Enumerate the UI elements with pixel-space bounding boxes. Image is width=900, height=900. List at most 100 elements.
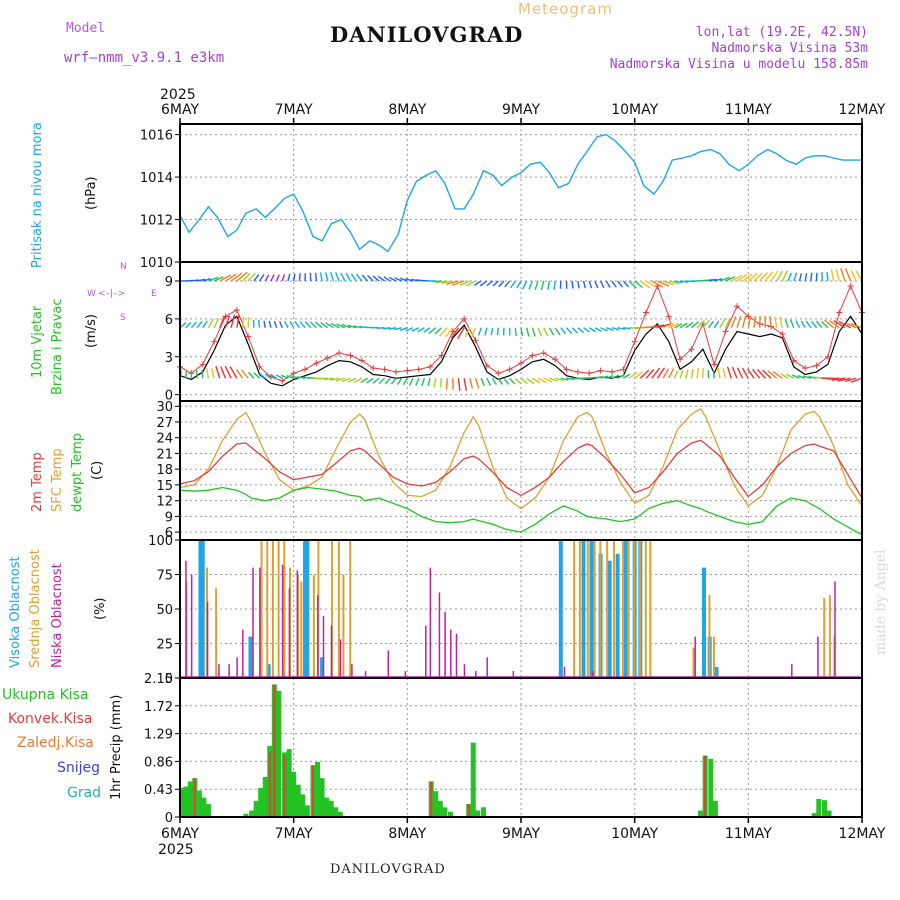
y-tick-label: 27 — [156, 416, 173, 431]
wind-barb — [784, 319, 789, 328]
wind-model-marker — [529, 352, 536, 359]
wind-barb — [747, 316, 752, 328]
wind-barb — [730, 316, 737, 328]
mid-cloud-bar — [644, 540, 647, 678]
wind-barb — [673, 370, 679, 379]
wind-barb — [329, 271, 335, 282]
wind-barb — [390, 377, 397, 385]
wind-model-marker — [495, 370, 502, 377]
wind-barb — [270, 274, 275, 282]
wind-barb — [417, 327, 425, 333]
mid-cloud-bar — [593, 540, 596, 678]
wind-barb — [537, 327, 543, 337]
wind-model-marker — [847, 283, 854, 290]
mid-cloud-bar — [586, 540, 589, 678]
high-cloud-bar — [714, 666, 719, 678]
wind-barb — [833, 319, 846, 329]
wind-barb — [645, 369, 655, 379]
wind-barb — [606, 375, 614, 379]
y-tick-label: 15 — [156, 479, 173, 494]
wind-barb — [547, 280, 551, 290]
wind-barb — [582, 280, 586, 289]
high-cloud-bar — [581, 540, 586, 678]
wind-barb — [394, 327, 402, 331]
wind-barb — [341, 323, 351, 329]
wind-barb — [691, 321, 699, 329]
wind-barb — [325, 322, 334, 329]
wind-barb — [639, 280, 651, 289]
wind-barb — [298, 273, 301, 282]
wind-barb — [736, 274, 748, 282]
high-cloud-bar — [305, 540, 310, 678]
wind-barb — [388, 327, 397, 330]
wind-barb — [798, 273, 803, 282]
y-tick-label: 1016 — [140, 129, 173, 144]
low-cloud-bar — [694, 636, 696, 678]
product-label: Meteogram — [518, 0, 613, 18]
wind-barb — [778, 316, 784, 328]
wind-model-marker — [643, 309, 650, 316]
y-tick-label: 24 — [156, 432, 173, 447]
high-cloud-bar — [198, 540, 203, 678]
y-tick-label: 100 — [148, 534, 173, 549]
wind-barb — [469, 378, 474, 389]
total-precip-bar — [276, 690, 282, 817]
top-date-label: 10MAY — [611, 102, 658, 118]
wind-barb — [702, 319, 711, 329]
wind-barb — [258, 273, 265, 282]
wind-barb — [490, 327, 494, 336]
wind-barb — [827, 377, 840, 380]
wind-barb — [634, 371, 643, 379]
total-precip-bar — [201, 797, 207, 817]
wind-barb — [463, 378, 468, 391]
conv-precip-bar — [268, 752, 271, 817]
wind-barb — [800, 320, 806, 329]
low-cloud-bar — [218, 664, 220, 678]
page-title: DANILOVGRAD — [330, 22, 524, 47]
low-cloud-bar — [242, 629, 244, 678]
wind-barb — [617, 327, 626, 331]
mid-cloud-bar — [639, 540, 642, 678]
wind-barb — [531, 377, 541, 384]
wind-barb — [537, 377, 547, 384]
wind-barb — [707, 320, 715, 329]
wind-barb — [722, 368, 727, 379]
high-cloud-bar — [248, 636, 253, 678]
wind-barb — [452, 280, 465, 286]
wind-barb — [719, 276, 730, 282]
wind-barb — [589, 376, 597, 379]
wind-barb — [668, 368, 675, 379]
wind-barb — [503, 377, 510, 385]
wind-barb — [588, 280, 593, 289]
wind-barb — [253, 372, 261, 379]
wind-model-marker — [688, 346, 695, 353]
wind-barb — [566, 377, 575, 381]
high-cloud-bar — [303, 540, 308, 678]
legend-total-rain: Ukupna Kisa — [2, 687, 89, 703]
wind-barb — [248, 371, 255, 379]
wind-model-marker — [677, 356, 684, 363]
wind-barb — [774, 316, 778, 328]
wind-barb — [522, 280, 528, 290]
wind-barb — [611, 374, 620, 379]
wind-barb — [719, 318, 726, 329]
total-precip-bar — [324, 797, 330, 817]
model-name: wrf–nmm_v3.9.1 e3km — [64, 50, 225, 66]
wind-barb — [361, 274, 369, 282]
low-cloud-bar — [834, 581, 836, 678]
mid-cloud-bar — [606, 540, 609, 678]
wind-barb — [785, 373, 795, 379]
wind-barb — [679, 370, 684, 379]
wind-barb — [408, 377, 414, 386]
low-cloud-bar — [185, 560, 187, 678]
sfc-temp-line — [179, 408, 863, 510]
wind-barb — [382, 327, 391, 330]
y-tick-label: 25 — [156, 638, 173, 653]
wind-barb — [651, 280, 664, 288]
wind-barb — [577, 327, 585, 334]
wind-barb — [826, 272, 829, 282]
wind-barb — [830, 269, 835, 282]
wind-barb — [224, 365, 232, 379]
wind-barb — [510, 280, 516, 289]
wind-model-marker — [438, 352, 445, 359]
